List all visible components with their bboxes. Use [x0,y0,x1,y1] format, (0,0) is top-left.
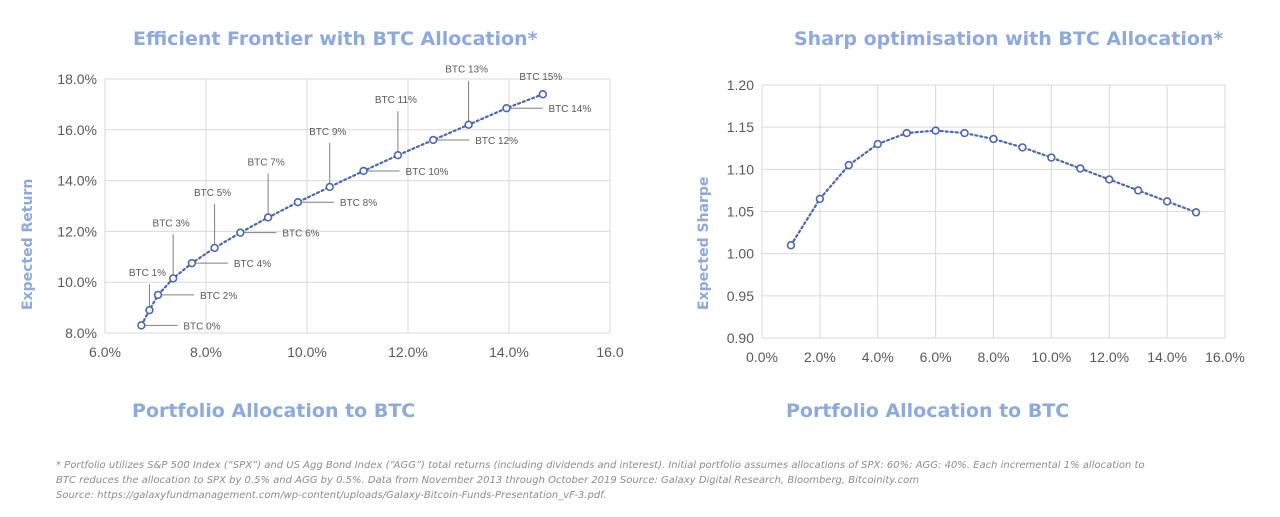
frontier-point-label: BTC 1% [129,268,166,279]
frontier-point-label: BTC 11% [375,95,417,106]
frontier-data-point [538,90,548,99]
frontier-y-tick-label: 8.0% [65,325,97,341]
frontier-data-point [359,166,368,176]
frontier-x-tick-label: 12.0% [388,344,428,360]
sharpe-x-tick-label: 8.0% [978,349,1010,365]
frontier-point-label: BTC 3% [153,218,190,229]
sharpe-y-tick-label: 1.20 [727,77,754,93]
frontier-point-label: BTC 6% [282,229,319,240]
sharpe-y-tick-label: 0.90 [727,330,754,346]
sharpe-series-line [789,129,1198,247]
sharpe-data-point [931,126,940,135]
frontier-x-tick-label: 10.0% [287,344,327,360]
sharpe-data-point [1191,208,1201,217]
footnote-line-1: * Portfolio utilizes S&P 500 Index (“SPX… [56,460,1145,471]
frontier-point-label: BTC 0% [183,321,220,332]
sharpe-data-point [786,241,796,250]
sharpe-data-point [960,128,969,138]
frontier-x-axis-label: Portfolio Allocation to BTC [132,400,416,422]
frontier-data-point [429,135,438,145]
sharpe-x-tick-label: 2.0% [804,349,836,365]
sharpe-y-tick-label: 1.05 [727,204,754,220]
frontier-data-point [168,274,178,283]
frontier-y-tick-label: 18.0% [57,71,97,87]
frontier-point-label: BTC 9% [309,127,346,138]
frontier-point-label: BTC 8% [340,198,377,209]
frontier-point-label: BTC 10% [406,167,449,178]
sharpe-data-point [844,160,854,170]
sharpe-data-point [873,139,882,149]
frontier-x-tick-label: 16.0 [596,344,623,360]
sharpe-x-tick-label: 4.0% [862,349,894,365]
frontier-point-label: BTC 14% [548,104,591,115]
frontier-data-point [187,258,197,268]
sharpe-chart-title: Sharp optimisation with BTC Allocation* [794,28,1224,50]
sharpe-y-tick-label: 1.10 [727,161,754,177]
frontier-data-point [153,290,163,300]
sharpe-data-point [902,128,911,138]
sharpe-data-point [989,134,998,144]
frontier-chart: 6.0% 8.0% 10.0% 12.0% 14.0% 16.0 8.0% 10.0% 12.0… [57,65,624,360]
frontier-point-label: BTC 2% [200,291,237,302]
sharpe-x-axis-label: Portfolio Allocation to BTC [786,400,1070,422]
frontier-data-point [464,120,473,129]
frontier-series-line [140,93,544,327]
sharpe-data-point [1133,186,1143,195]
frontier-data-point [210,243,219,253]
sharpe-x-tick-label: 10.0% [1032,349,1072,365]
sharpe-data-point [1018,143,1027,152]
footnote-line-2: BTC reduces the allocation to SPX by 0.5… [56,475,919,486]
sharpe-data-point [1162,197,1172,206]
frontier-data-point [293,197,303,207]
frontier-data-point [145,305,154,315]
frontier-y-tick-label: 12.0% [57,223,97,239]
sharpe-x-tick-label: 16.0% [1205,349,1245,365]
frontier-chart-title: Efficient Frontier with BTC Allocation* [133,28,538,50]
sharpe-data-point [815,194,825,204]
footnote-line-3: Source: https://galaxyfundmanagement.com… [56,490,607,501]
frontier-data-point [393,151,403,160]
sharpe-y-tick-label: 0.95 [727,288,754,304]
sharpe-chart: 0.0% 2.0% 4.0% 6.0% 8.0% 10.0% 12.0% 14.0% 16.0%… [727,77,1245,365]
footnote: * Portfolio utilizes S&P 500 Index (“SPX… [56,458,1256,503]
frontier-point-label: BTC 5% [194,188,231,199]
frontier-x-tick-label: 6.0% [89,344,121,360]
frontier-x-tick-label: 8.0% [190,344,222,360]
frontier-data-point [263,213,273,222]
sharpe-x-tick-label: 12.0% [1089,349,1129,365]
sharpe-data-point [1105,175,1114,184]
sharpe-y-tick-label: 1.15 [727,119,754,135]
frontier-point-label: BTC 15% [519,72,562,83]
sharpe-x-tick-label: 14.0% [1147,349,1187,365]
frontier-x-tick-label: 14.0% [489,344,529,360]
sharpe-x-tick-label: 0.0% [746,349,778,365]
frontier-data-point [325,182,334,192]
frontier-y-tick-label: 16.0% [57,122,97,138]
frontier-data-point [137,321,146,330]
frontier-data-point [502,104,511,113]
sharpe-x-tick-label: 6.0% [920,349,952,365]
frontier-y-tick-label: 10.0% [57,274,97,290]
frontier-data-point [236,228,245,237]
frontier-point-label: BTC 13% [445,65,488,76]
frontier-point-label: BTC 7% [247,157,284,168]
frontier-point-label: BTC 4% [234,259,271,270]
sharpe-data-point [1047,153,1056,162]
sharpe-y-tick-label: 1.00 [727,246,754,262]
frontier-y-tick-label: 14.0% [57,173,97,189]
sharpe-data-point [1076,164,1085,173]
frontier-point-label: BTC 12% [475,136,518,147]
